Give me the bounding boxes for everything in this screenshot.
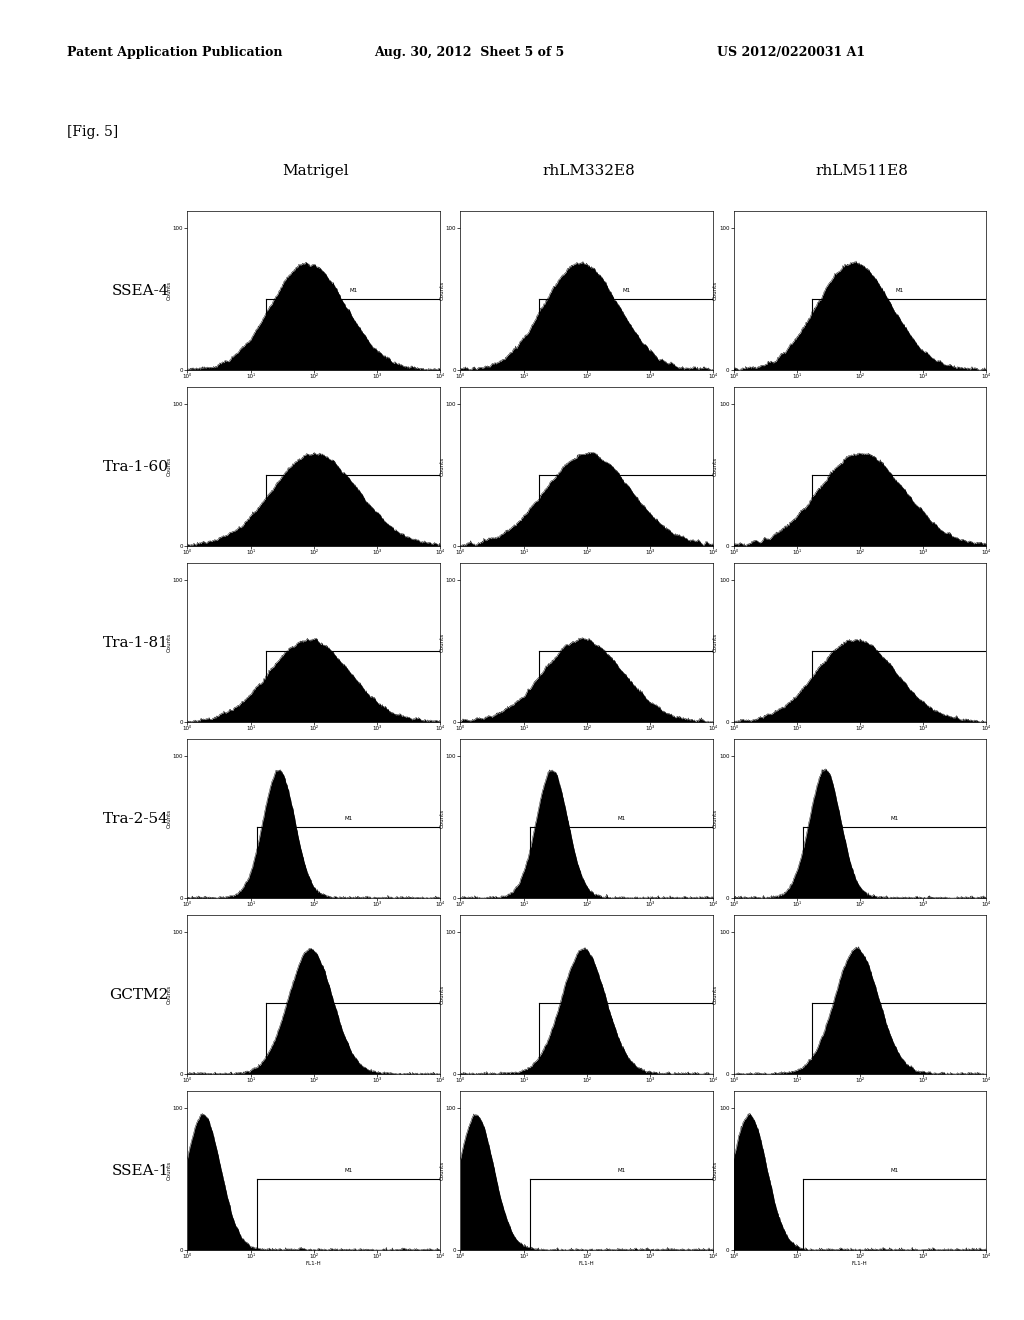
Text: rhLM332E8: rhLM332E8 <box>543 164 635 178</box>
Y-axis label: Counts: Counts <box>166 1162 171 1180</box>
Text: rhLM511E8: rhLM511E8 <box>815 164 908 178</box>
Text: SSEA-4: SSEA-4 <box>112 284 169 297</box>
Text: Tra-1-81: Tra-1-81 <box>103 636 169 649</box>
X-axis label: FL1-H: FL1-H <box>579 1261 595 1266</box>
X-axis label: FL1-H: FL1-H <box>306 1261 322 1266</box>
Text: Patent Application Publication: Patent Application Publication <box>67 46 282 59</box>
Text: M1: M1 <box>344 817 352 821</box>
Text: M1: M1 <box>891 817 899 821</box>
Y-axis label: Counts: Counts <box>713 1162 718 1180</box>
Y-axis label: Counts: Counts <box>439 809 444 828</box>
Text: M1: M1 <box>349 289 357 293</box>
Y-axis label: Counts: Counts <box>166 634 171 652</box>
Y-axis label: Counts: Counts <box>713 457 718 477</box>
Text: M1: M1 <box>617 1168 626 1173</box>
Y-axis label: Counts: Counts <box>713 985 718 1005</box>
Text: GCTM2: GCTM2 <box>110 987 169 1002</box>
Y-axis label: Counts: Counts <box>166 809 171 828</box>
Text: M1: M1 <box>895 289 903 293</box>
Text: M1: M1 <box>891 1168 899 1173</box>
Text: M1: M1 <box>623 289 631 293</box>
Text: M1: M1 <box>617 817 626 821</box>
Y-axis label: Counts: Counts <box>713 634 718 652</box>
Text: Matrigel: Matrigel <box>283 164 349 178</box>
Y-axis label: Counts: Counts <box>713 809 718 828</box>
Y-axis label: Counts: Counts <box>713 281 718 300</box>
Y-axis label: Counts: Counts <box>439 1162 444 1180</box>
Text: Tra-2-54: Tra-2-54 <box>103 812 169 825</box>
Text: [Fig. 5]: [Fig. 5] <box>67 125 118 139</box>
Y-axis label: Counts: Counts <box>439 281 444 300</box>
Y-axis label: Counts: Counts <box>166 457 171 477</box>
Text: Tra-1-60: Tra-1-60 <box>103 459 169 474</box>
Y-axis label: Counts: Counts <box>166 281 171 300</box>
Y-axis label: Counts: Counts <box>439 457 444 477</box>
Y-axis label: Counts: Counts <box>166 985 171 1005</box>
X-axis label: FL1-H: FL1-H <box>852 1261 867 1266</box>
Text: US 2012/0220031 A1: US 2012/0220031 A1 <box>717 46 865 59</box>
Y-axis label: Counts: Counts <box>439 634 444 652</box>
Text: M1: M1 <box>344 1168 352 1173</box>
Y-axis label: Counts: Counts <box>439 985 444 1005</box>
Text: SSEA-1: SSEA-1 <box>112 1164 169 1177</box>
Text: Aug. 30, 2012  Sheet 5 of 5: Aug. 30, 2012 Sheet 5 of 5 <box>374 46 564 59</box>
